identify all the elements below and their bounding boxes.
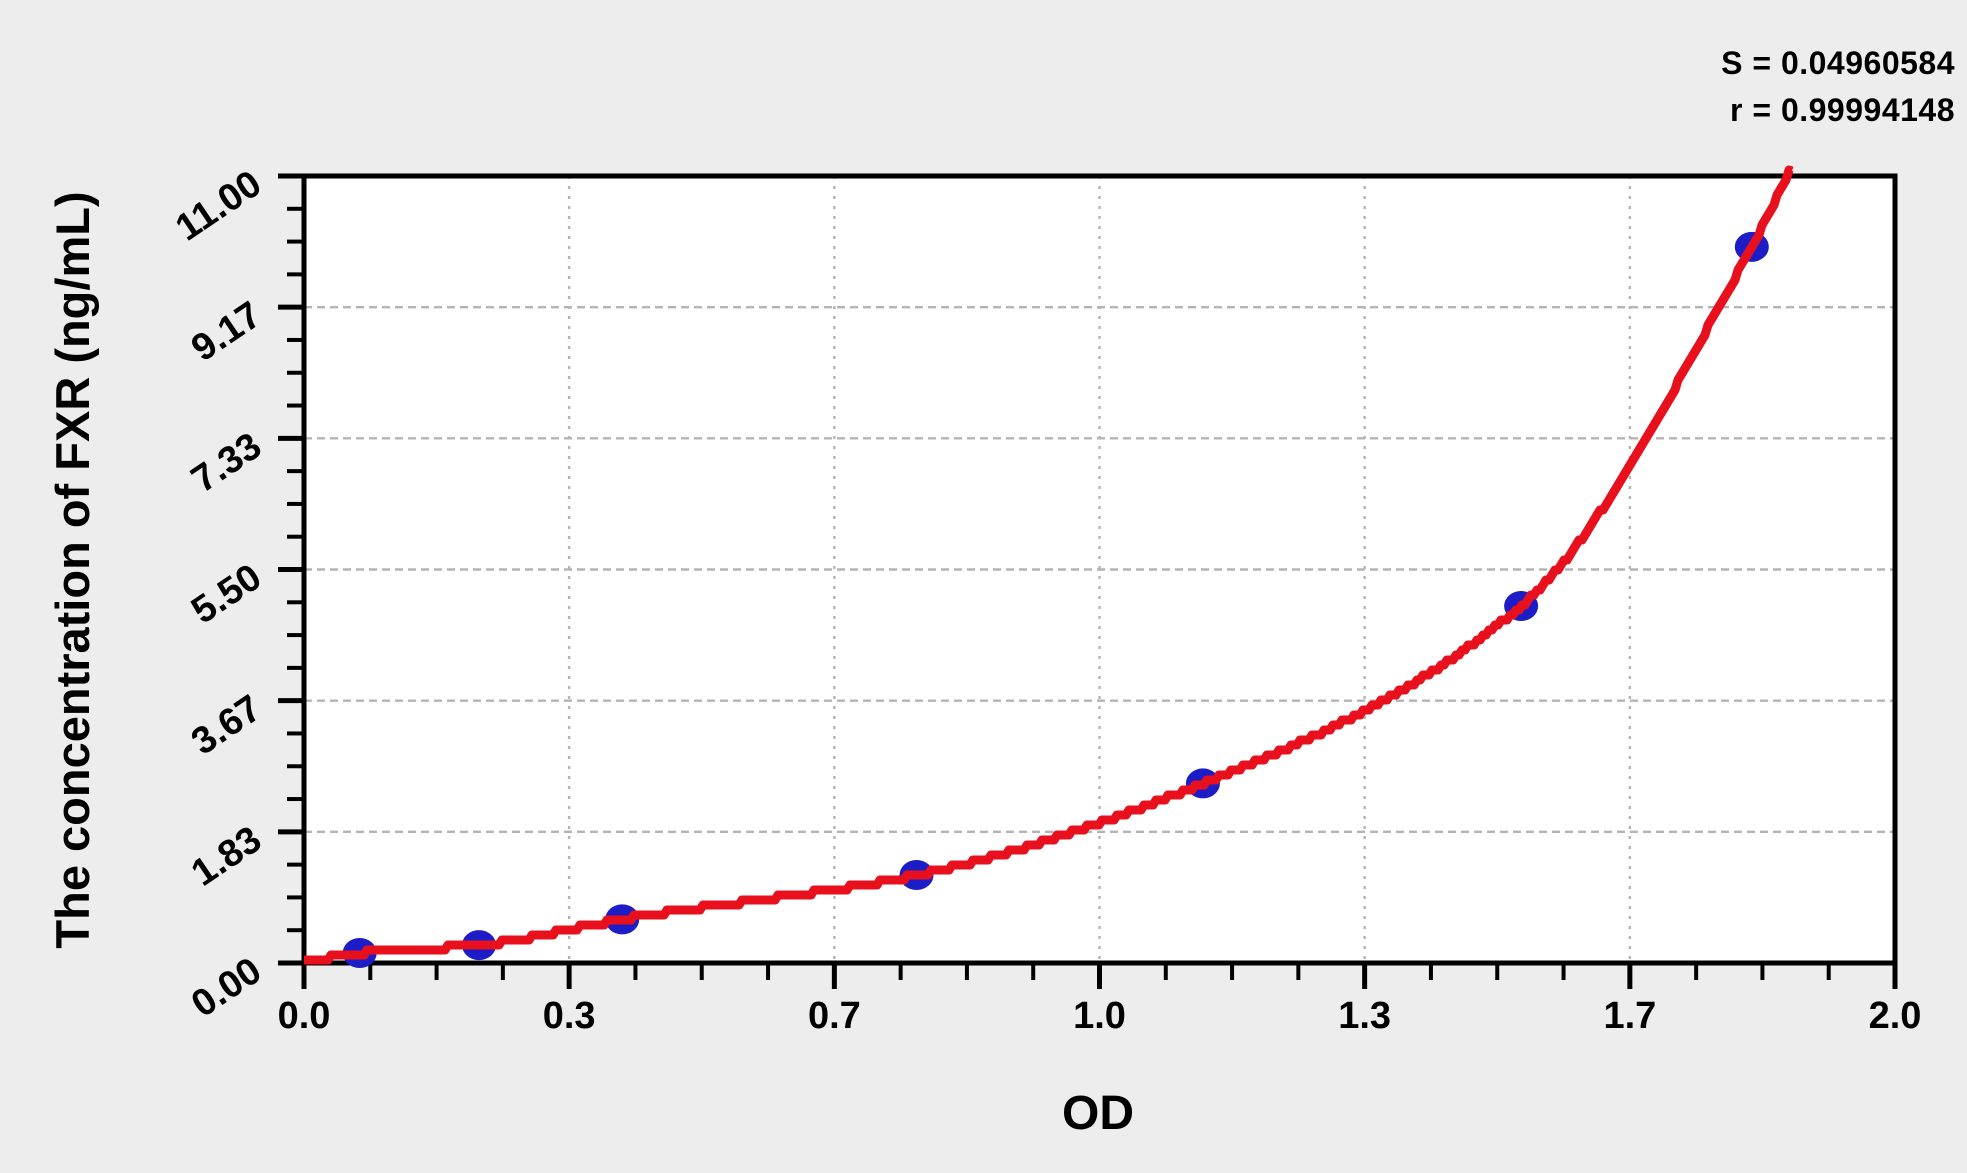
y-axis-title: The concentration of FXR (ng/mL) <box>46 191 99 949</box>
x-tick-label: 1.3 <box>1338 995 1391 1037</box>
fit-statistics: S = 0.04960584 r = 0.99994148 <box>1721 40 1955 134</box>
plot-frame <box>301 173 1898 966</box>
fit-curve-line <box>302 165 1794 965</box>
x-tick-label: 0.7 <box>808 995 861 1037</box>
x-tick-label: 1.0 <box>1073 995 1126 1037</box>
y-tick-label: 3.67 <box>184 687 269 763</box>
fit-s-value: S = 0.04960584 <box>1721 45 1955 81</box>
x-tick-label: 2.0 <box>1869 995 1922 1037</box>
fit-r-value: r = 0.99994148 <box>1730 92 1955 128</box>
y-tick-label: 5.50 <box>184 556 269 632</box>
x-axis-title: OD <box>1062 1087 1134 1140</box>
x-tick-label: 1.7 <box>1603 995 1656 1037</box>
y-tick-label: 0.00 <box>184 950 269 1026</box>
y-tick-label: 1.83 <box>184 818 269 894</box>
x-tick-label: 0.0 <box>278 995 331 1037</box>
x-tick-label: 0.3 <box>543 995 596 1037</box>
y-tick-label: 11.00 <box>168 163 269 250</box>
y-tick-label: 9.17 <box>184 294 269 370</box>
y-tick-label: 7.33 <box>184 425 269 501</box>
